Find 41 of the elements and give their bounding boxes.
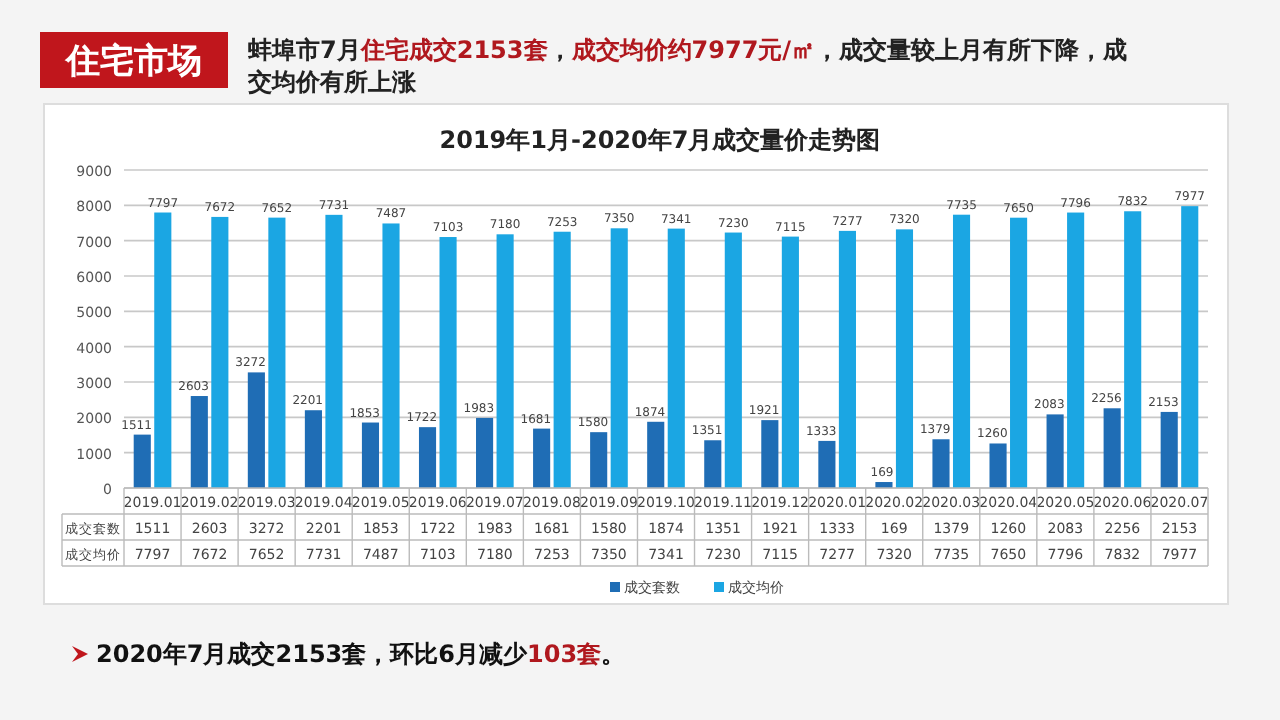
bar	[304, 410, 322, 488]
bar	[382, 223, 400, 488]
bar	[610, 228, 628, 488]
bar	[476, 417, 494, 488]
bar	[190, 396, 208, 488]
bar	[932, 439, 950, 488]
bar	[533, 428, 551, 488]
bar	[818, 440, 836, 488]
bar	[724, 232, 742, 488]
bar	[439, 237, 457, 488]
bar	[1046, 414, 1064, 488]
bar	[647, 421, 665, 488]
bar	[1181, 206, 1199, 488]
bar	[325, 214, 343, 488]
bar	[704, 440, 722, 488]
text: 2020年7月成交2153套，环比6月减少103套。	[96, 640, 626, 668]
bar	[667, 228, 685, 488]
bar	[781, 236, 799, 488]
bar	[553, 231, 571, 488]
bar	[133, 434, 151, 488]
bar	[1160, 411, 1178, 488]
bar	[989, 443, 1007, 488]
bar	[247, 372, 265, 488]
chart-title: 2019年1月-2020年7月成交量价走势图	[439, 126, 881, 154]
bar	[211, 216, 229, 488]
bar	[1067, 212, 1085, 488]
bar	[361, 422, 380, 488]
bar	[952, 214, 971, 488]
bar	[761, 420, 779, 488]
text: 住宅市场	[64, 42, 202, 82]
bar	[418, 427, 437, 488]
bar	[1124, 211, 1142, 488]
bar	[1103, 408, 1121, 488]
bar	[154, 212, 172, 488]
bar	[268, 217, 286, 488]
bar	[1010, 217, 1028, 488]
bar	[838, 230, 856, 488]
text: 蚌埠市7月住宅成交2153套，成交均价约7977元/㎡，成交量较上月有所下降，成交均价有所上涨	[248, 36, 1128, 96]
bar	[895, 229, 914, 488]
bar	[590, 432, 608, 488]
bar	[496, 234, 514, 488]
